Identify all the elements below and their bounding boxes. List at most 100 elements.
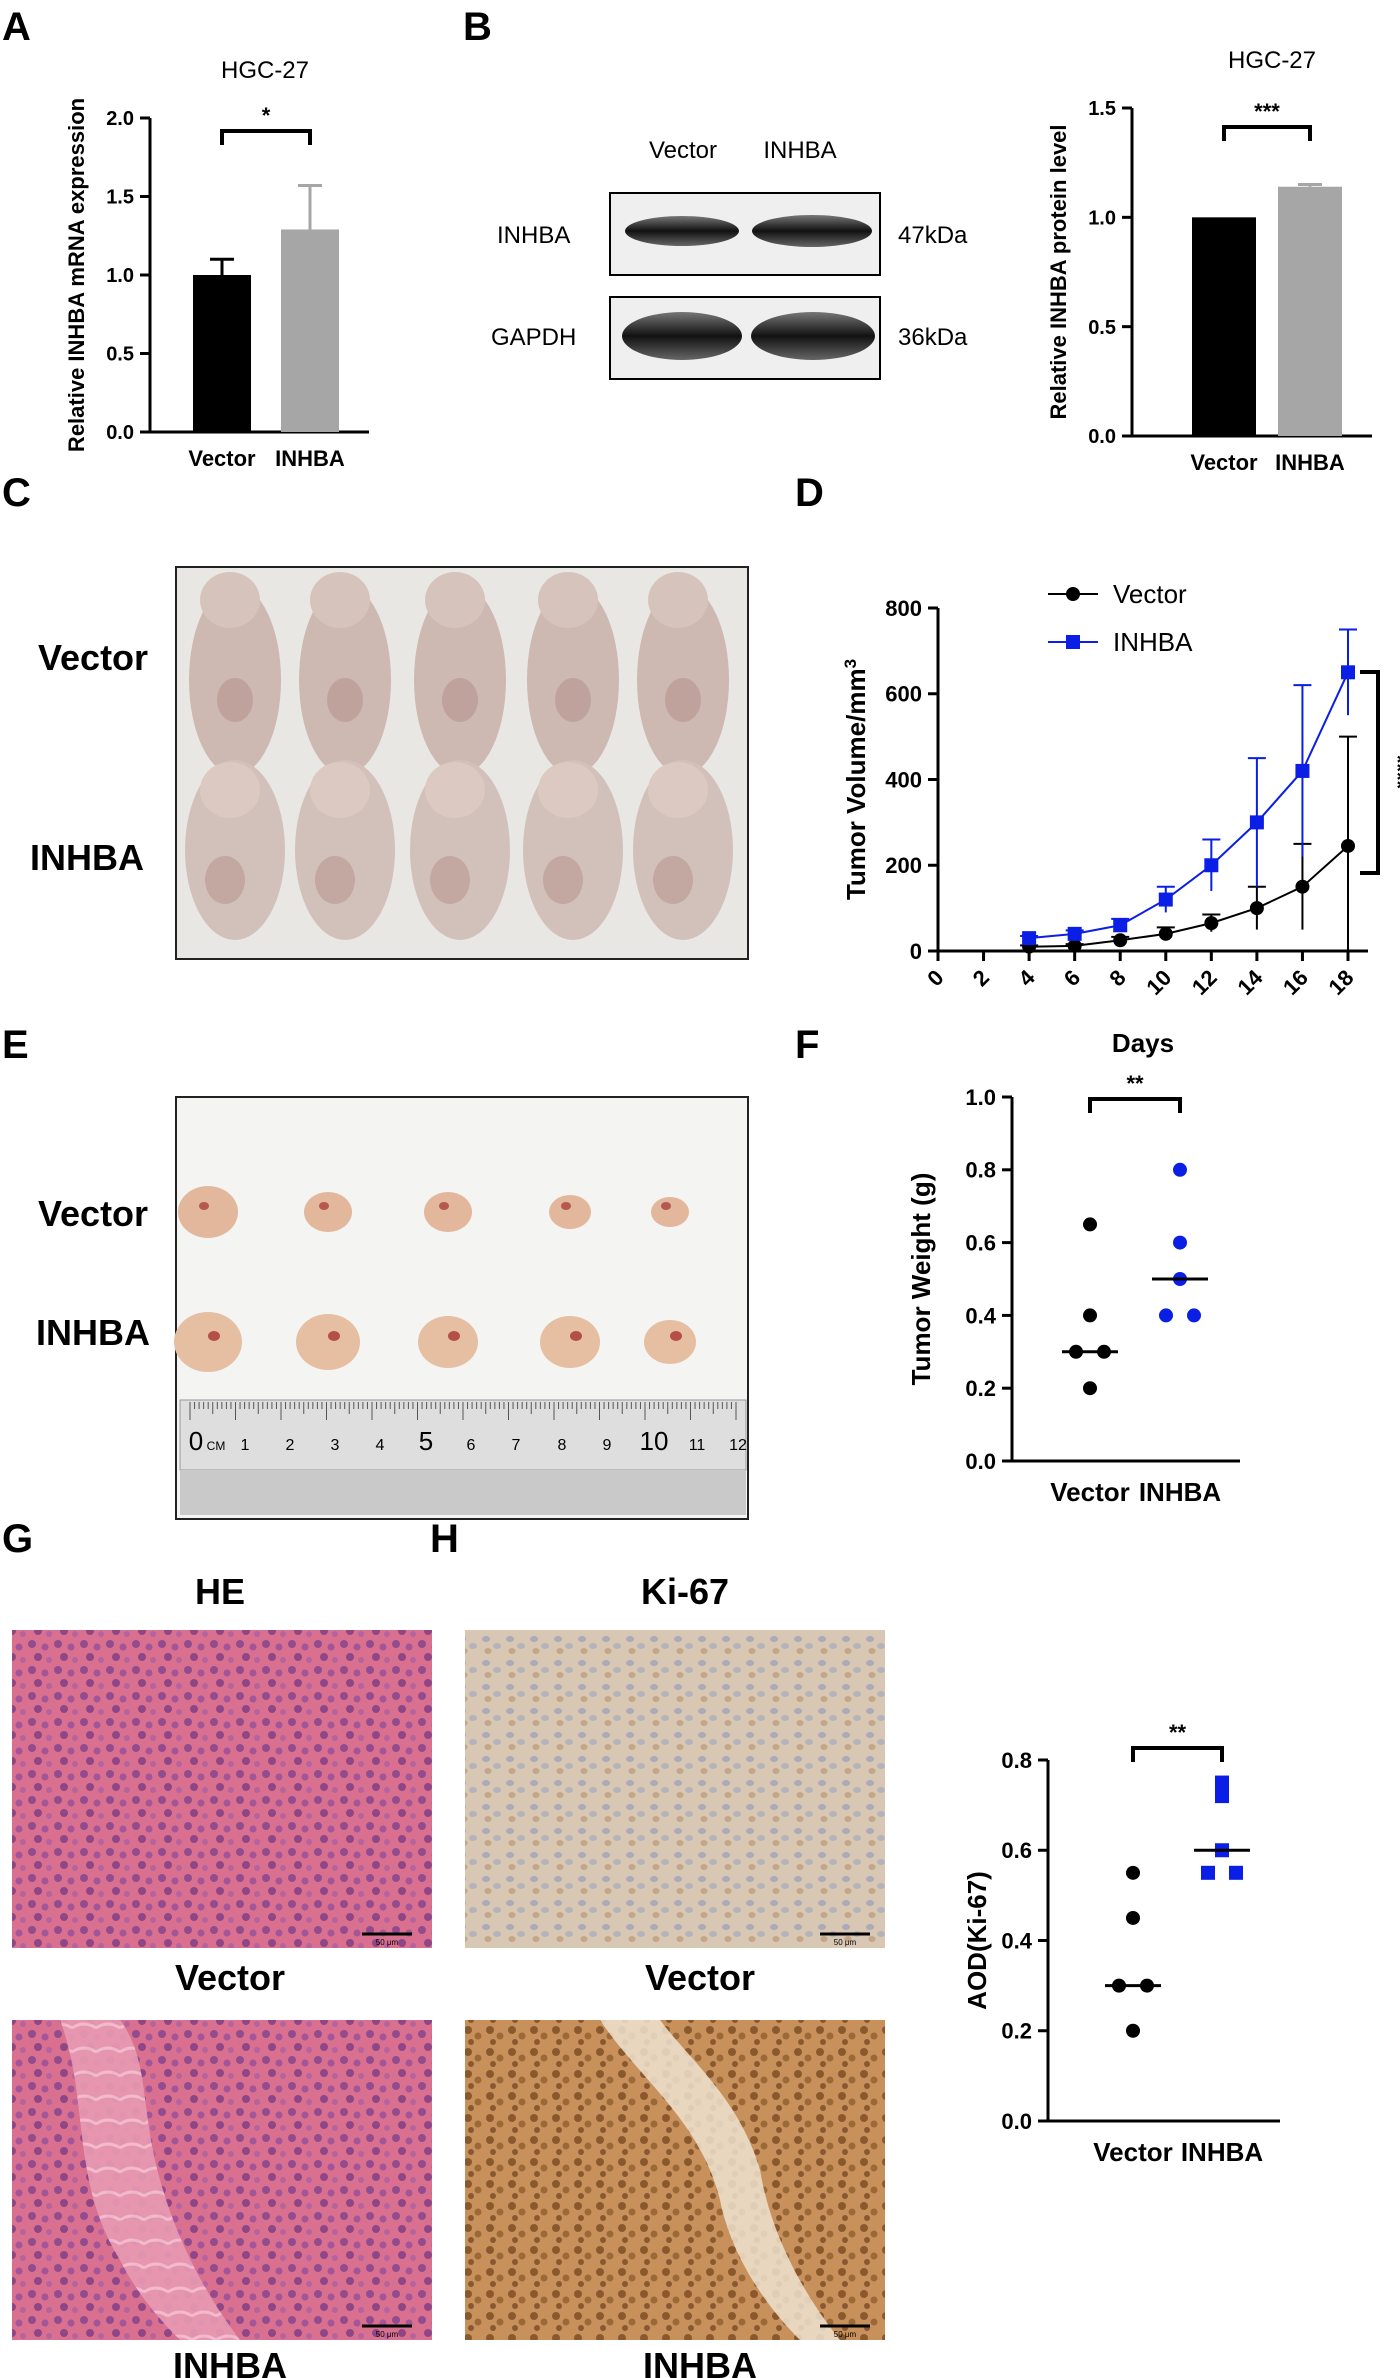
blot-band-gapdh-inhba <box>751 312 875 360</box>
tumor-label-inhba: INHBA <box>36 1312 150 1353</box>
chart-h-y-tick-label: 0.6 <box>1001 1838 1032 1863</box>
chart-d-x-tick-label: 6 <box>1059 965 1085 991</box>
mouse-vector-tumor <box>665 678 701 722</box>
ki67-row-label-inhba: INHBA <box>643 2345 757 2378</box>
ruler-label: 10 <box>640 1426 669 1456</box>
tumor-vector <box>178 1186 238 1238</box>
ruler-label: 0 <box>189 1426 203 1456</box>
chart-h-point-vector <box>1126 1910 1140 1925</box>
chart-h-x-tick-label-inhba: INHBA <box>1181 2137 1264 2167</box>
chart-h-point-inhba <box>1215 1775 1229 1790</box>
ruler-label: 11 <box>689 1437 706 1454</box>
chart-d-x-tick-label: 2 <box>968 965 994 991</box>
chart-d-y-axis-label: Tumor Volume/mm3 <box>841 659 872 900</box>
mice-label-inhba: INHBA <box>30 837 144 878</box>
panel-label-e: E <box>2 1023 29 1067</box>
chart-d-point-inhba <box>1249 815 1264 830</box>
mouse-inhba-head <box>425 762 485 818</box>
panel-label-f: F <box>795 1023 819 1067</box>
chart-d-point-vector <box>1295 879 1310 894</box>
chart-h-point-inhba <box>1201 1865 1215 1880</box>
tumor-inhba-blood <box>448 1331 460 1341</box>
chart-f-y-tick-label: 1.0 <box>965 1085 996 1110</box>
mouse-inhba-tumor <box>205 856 245 904</box>
tumor-vector <box>424 1192 472 1232</box>
chart-d-x-tick-label: 16 <box>1278 965 1313 1000</box>
chart-d-series-line-vector <box>1029 845 1349 948</box>
chart-a-y-tick-label: 1.0 <box>106 265 134 287</box>
mice-photo-panel: Vector INHBA <box>30 566 749 960</box>
tumor-vector <box>304 1192 352 1232</box>
chart-a-mrna-bar: HGC-27 Relative INHBA mRNA expression 0.0 0… <box>64 57 369 471</box>
chart-d-point-inhba <box>1067 926 1082 941</box>
ruler-label: CM <box>207 1439 226 1453</box>
tumor-inhba <box>174 1312 242 1372</box>
chart-b-significance-bracket <box>1222 125 1312 141</box>
tumor-inhba <box>540 1316 600 1368</box>
chart-h-y-tick-label: 0.2 <box>1001 2019 1032 2044</box>
ruler-label: 12 <box>729 1437 747 1454</box>
ki67-scale-text-vector: 50 μm <box>834 1938 857 1947</box>
tumor-vector-blood <box>661 1202 671 1210</box>
tumor-vector <box>549 1195 591 1229</box>
ruler-label: 4 <box>376 1437 385 1454</box>
ki67-row-label-vector: Vector <box>645 1957 755 1998</box>
chart-b-bar-vector <box>1192 217 1256 436</box>
mouse-inhba-head <box>310 762 370 818</box>
chart-f-y-tick-label: 0.4 <box>965 1303 996 1328</box>
mouse-inhba-head <box>538 762 598 818</box>
chart-f-x-tick-label-inhba: INHBA <box>1139 1477 1222 1507</box>
blot-lane-label-inhba: INHBA <box>763 137 836 164</box>
chart-d-point-vector <box>1113 933 1128 948</box>
mice-label-vector: Vector <box>38 637 148 678</box>
chart-h-point-vector <box>1126 2023 1140 2038</box>
chart-h-y-tick-label: 0.8 <box>1001 1748 1032 1773</box>
chart-f-y-tick-label: 0.6 <box>965 1231 996 1256</box>
chart-f-point-inhba <box>1159 1308 1173 1323</box>
mouse-vector-head <box>310 572 370 628</box>
he-image-vector <box>12 1630 432 1948</box>
tumor-vector-blood <box>561 1202 571 1210</box>
chart-b-x-tick-label-vector: Vector <box>1190 450 1258 475</box>
chart-b-protein-bar: HGC-27 Relative INHBA protein level 0.0 0.5… <box>1046 47 1372 475</box>
tumor-inhba <box>644 1320 696 1364</box>
chart-d-point-vector <box>1204 916 1219 931</box>
chart-d-significance-bracket <box>1360 670 1380 875</box>
chart-a-y-tick-label: 0.0 <box>106 422 134 444</box>
chart-h-y-tick-label: 0.0 <box>1001 2109 1032 2134</box>
tumor-inhba-blood <box>670 1331 682 1341</box>
chart-f-y-tick-label: 0.0 <box>965 1449 996 1474</box>
blot-row-label-gapdh: GAPDH <box>491 324 576 351</box>
he-staining-panel: HE 50 μm Vector 50 μm INHBA <box>12 1571 432 2378</box>
panel-label-a: A <box>2 5 31 49</box>
chart-d-y-tick-label: 600 <box>885 682 922 707</box>
blot-row-label-inhba: INHBA <box>497 222 570 249</box>
mouse-inhba-head <box>648 762 708 818</box>
chart-d-x-tick-label: 12 <box>1187 965 1222 1000</box>
tumor-vector-blood <box>439 1202 449 1210</box>
chart-a-significance-bracket <box>220 129 312 145</box>
chart-a-x-tick-label-vector: Vector <box>188 446 256 471</box>
chart-d-series-line-inhba <box>1029 671 1349 940</box>
tumor-photo-panel: 0 CM 1 2 3 4 5 6 7 8 9 10 11 12 Vector INHBA <box>36 1096 749 1520</box>
chart-a-y-tick-label: 0.5 <box>106 344 134 366</box>
chart-d-x-tick-label: 8 <box>1104 965 1130 991</box>
chart-f-point-inhba <box>1187 1308 1201 1323</box>
chart-a-significance-label: * <box>262 103 271 128</box>
tumor-vector <box>651 1197 689 1227</box>
chart-h-significance-label: ** <box>1169 1720 1187 1745</box>
he-scale-text-vector: 50 μm <box>376 1938 399 1947</box>
chart-d-legend-marker-inhba <box>1066 635 1080 649</box>
chart-b-x-tick-label-inhba: INHBA <box>1275 450 1345 475</box>
chart-d-point-inhba <box>1295 763 1310 778</box>
chart-h-point-inhba <box>1229 1865 1243 1880</box>
tumor-inhba <box>418 1316 478 1368</box>
ruler-label: 9 <box>603 1437 612 1454</box>
chart-d-point-vector <box>1158 926 1173 941</box>
ki67-title: Ki-67 <box>641 1571 729 1612</box>
chart-d-point-inhba <box>1341 665 1355 680</box>
tumor-vector-blood <box>319 1202 329 1210</box>
chart-f-point-vector <box>1083 1217 1097 1232</box>
chart-d-point-inhba <box>1158 892 1173 907</box>
